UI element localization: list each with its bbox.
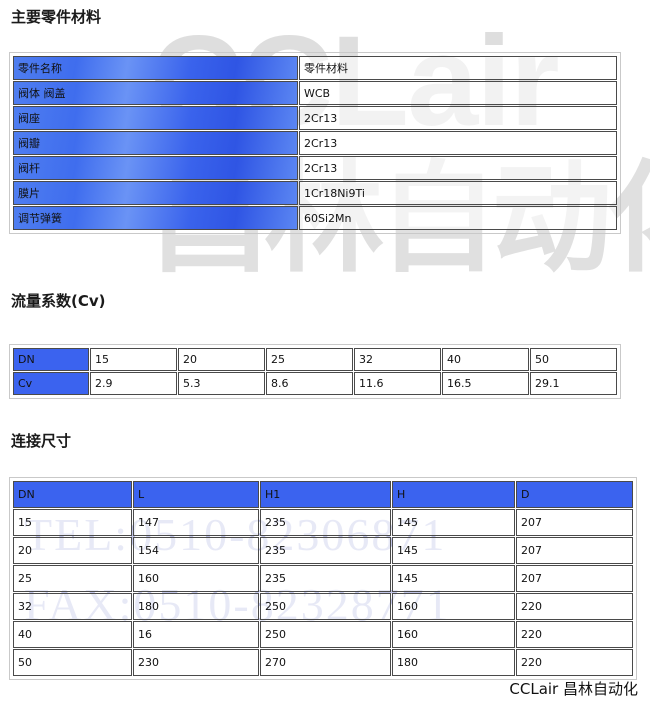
table-row: 膜片 1Cr18Ni9Ti xyxy=(13,181,617,205)
dims-cell-d: 220 xyxy=(516,649,633,676)
materials-part-material: 2Cr13 xyxy=(299,106,617,130)
dims-cell-d: 220 xyxy=(516,621,633,648)
dims-cell-dn: 15 xyxy=(13,509,132,536)
dims-cell-l: 230 xyxy=(133,649,259,676)
materials-table: 零件名称 零件材料 阀体 阀盖 WCB 阀座 2Cr13 阀瓣 2Cr13 阀杆… xyxy=(9,52,621,234)
table-row: 阀体 阀盖 WCB xyxy=(13,81,617,105)
materials-part-name: 阀体 阀盖 xyxy=(13,81,298,105)
dims-cell-dn: 40 xyxy=(13,621,132,648)
dims-cell-h: 160 xyxy=(392,621,515,648)
cv-dn-value: 20 xyxy=(178,348,265,371)
materials-part-material: 1Cr18Ni9Ti xyxy=(299,181,617,205)
table-row: 阀杆 2Cr13 xyxy=(13,156,617,180)
dims-cell-l: 147 xyxy=(133,509,259,536)
dims-cell-l: 16 xyxy=(133,621,259,648)
cv-dn-value: 32 xyxy=(354,348,441,371)
materials-part-material: 60Si2Mn xyxy=(299,206,617,230)
materials-header-name: 零件名称 xyxy=(13,56,298,80)
dims-cell-h1: 235 xyxy=(260,565,391,592)
dims-cell-d: 207 xyxy=(516,509,633,536)
dims-cell-h: 145 xyxy=(392,537,515,564)
dims-header-l: L xyxy=(133,481,259,508)
dims-cell-h1: 235 xyxy=(260,509,391,536)
materials-header-material: 零件材料 xyxy=(299,56,617,80)
dims-cell-l: 180 xyxy=(133,593,259,620)
materials-part-name: 阀瓣 xyxy=(13,131,298,155)
table-row: 零件名称 零件材料 xyxy=(13,56,617,80)
dims-cell-d: 207 xyxy=(516,537,633,564)
table-row: 20 154 235 145 207 xyxy=(13,537,633,564)
table-row: 32 180 250 160 220 xyxy=(13,593,633,620)
table-row: 25 160 235 145 207 xyxy=(13,565,633,592)
page-title-cv: 流量系数(Cv) xyxy=(11,292,106,310)
table-row: 40 16 250 160 220 xyxy=(13,621,633,648)
cv-dn-value: 15 xyxy=(90,348,177,371)
table-row: 50 230 270 180 220 xyxy=(13,649,633,676)
dims-header-h: H xyxy=(392,481,515,508)
cv-value: 29.1 xyxy=(530,372,617,395)
dims-cell-l: 154 xyxy=(133,537,259,564)
dimensions-table: DN L H1 H D 15 147 235 145 207 20 154 23… xyxy=(9,477,637,680)
table-row: Cv 2.9 5.3 8.6 11.6 16.5 29.1 xyxy=(13,372,617,395)
table-row: DN 15 20 25 32 40 50 xyxy=(13,348,617,371)
materials-part-material: WCB xyxy=(299,81,617,105)
cv-value: 2.9 xyxy=(90,372,177,395)
cv-row-label-cv: Cv xyxy=(13,372,89,395)
dims-header-d: D xyxy=(516,481,633,508)
dims-cell-dn: 50 xyxy=(13,649,132,676)
dims-header-dn: DN xyxy=(13,481,132,508)
cv-dn-value: 25 xyxy=(266,348,353,371)
dims-cell-h1: 270 xyxy=(260,649,391,676)
table-row: 调节弹簧 60Si2Mn xyxy=(13,206,617,230)
dims-cell-h1: 250 xyxy=(260,621,391,648)
dims-cell-dn: 20 xyxy=(13,537,132,564)
materials-table-body: 零件名称 零件材料 阀体 阀盖 WCB 阀座 2Cr13 阀瓣 2Cr13 阀杆… xyxy=(13,56,617,230)
footer-brand: CCLair 昌林自动化 xyxy=(509,680,638,698)
cv-dn-value: 40 xyxy=(442,348,529,371)
dims-cell-h1: 250 xyxy=(260,593,391,620)
dims-cell-dn: 25 xyxy=(13,565,132,592)
dims-cell-dn: 32 xyxy=(13,593,132,620)
materials-part-material: 2Cr13 xyxy=(299,131,617,155)
dims-cell-h: 145 xyxy=(392,565,515,592)
dims-cell-h: 145 xyxy=(392,509,515,536)
cv-value: 16.5 xyxy=(442,372,529,395)
dims-cell-h1: 235 xyxy=(260,537,391,564)
materials-part-name: 阀杆 xyxy=(13,156,298,180)
cv-table-body: DN 15 20 25 32 40 50 Cv 2.9 5.3 8.6 11.6… xyxy=(13,348,617,395)
dims-cell-h: 160 xyxy=(392,593,515,620)
table-row: 15 147 235 145 207 xyxy=(13,509,633,536)
cv-row-label-dn: DN xyxy=(13,348,89,371)
materials-part-name: 阀座 xyxy=(13,106,298,130)
table-row: 阀座 2Cr13 xyxy=(13,106,617,130)
materials-part-name: 调节弹簧 xyxy=(13,206,298,230)
dims-cell-d: 207 xyxy=(516,565,633,592)
cv-dn-value: 50 xyxy=(530,348,617,371)
table-header-row: DN L H1 H D xyxy=(13,481,633,508)
dims-cell-d: 220 xyxy=(516,593,633,620)
cv-value: 5.3 xyxy=(178,372,265,395)
page-title-dimensions: 连接尺寸 xyxy=(11,432,72,450)
table-row: 阀瓣 2Cr13 xyxy=(13,131,617,155)
cv-value: 8.6 xyxy=(266,372,353,395)
cv-value: 11.6 xyxy=(354,372,441,395)
dims-cell-h: 180 xyxy=(392,649,515,676)
page-title-materials: 主要零件材料 xyxy=(11,8,102,26)
materials-part-material: 2Cr13 xyxy=(299,156,617,180)
dimensions-table-body: DN L H1 H D 15 147 235 145 207 20 154 23… xyxy=(13,481,633,676)
cv-table: DN 15 20 25 32 40 50 Cv 2.9 5.3 8.6 11.6… xyxy=(9,344,621,399)
dims-cell-l: 160 xyxy=(133,565,259,592)
dims-header-h1: H1 xyxy=(260,481,391,508)
materials-part-name: 膜片 xyxy=(13,181,298,205)
